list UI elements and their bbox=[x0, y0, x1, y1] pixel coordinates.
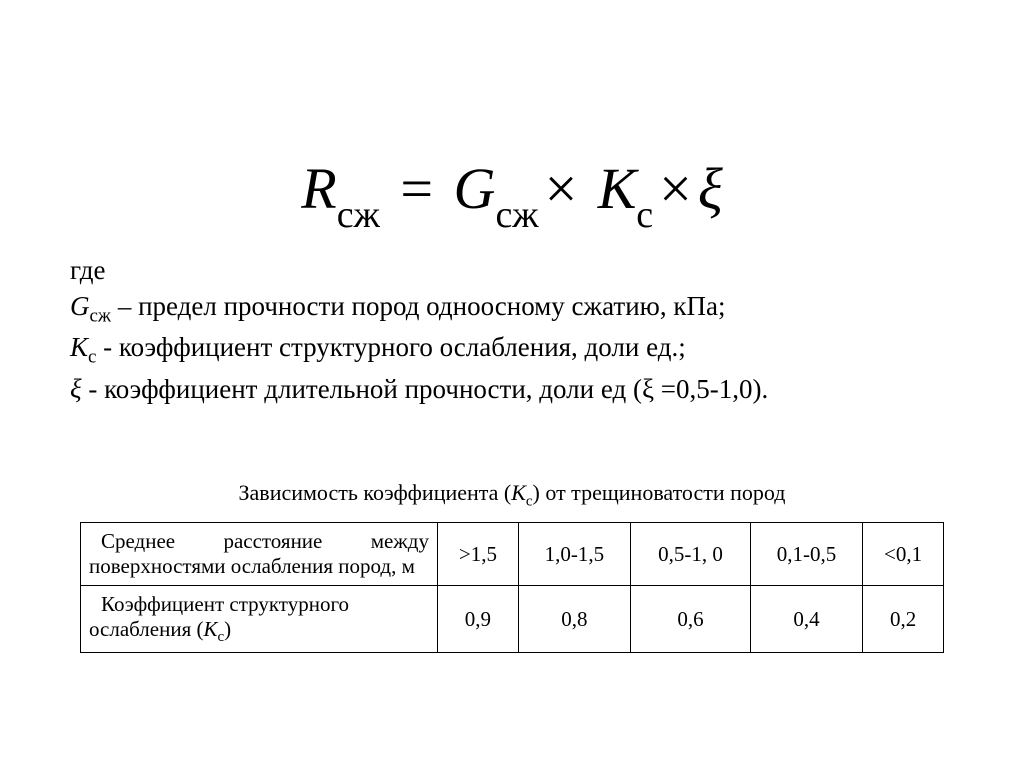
where-line-3: ξ - коэффициент длительной прочности, до… bbox=[70, 371, 954, 407]
table-row: Коэффициент структурного ослабления (Кс)… bbox=[81, 586, 944, 653]
row1-c1: >1,5 bbox=[438, 523, 519, 586]
row1-c3: 0,5-1, 0 bbox=[631, 523, 751, 586]
formula-R-sub: сж bbox=[337, 194, 380, 236]
where2-sym: К bbox=[70, 332, 88, 362]
page: Rсж = Gсж× Кс×ξ где Gсж – предел прочнос… bbox=[0, 0, 1024, 767]
where-heading: где bbox=[70, 252, 954, 288]
caption-K: К bbox=[511, 480, 526, 505]
where-block: где Gсж – предел прочности пород одноосн… bbox=[70, 252, 954, 407]
row2-l2-post: ) bbox=[224, 617, 231, 641]
row1-label-line2: поверхностями ослабления пород, м bbox=[89, 554, 429, 579]
where1-text: предел прочности пород одноосному сжатию… bbox=[138, 291, 725, 321]
row2-l2-pre: ослабления ( bbox=[89, 617, 204, 641]
where1-dash: – bbox=[111, 291, 138, 321]
row2-K: К bbox=[204, 617, 218, 641]
formula-equals: = bbox=[394, 156, 439, 221]
where2-text: коэффициент структурного ослабления, дол… bbox=[119, 332, 686, 362]
where-line-1: Gсж – предел прочности пород одноосному … bbox=[70, 288, 954, 329]
caption-K-sub: с bbox=[526, 493, 533, 509]
formula-K: К bbox=[598, 156, 637, 221]
table-row: Среднее расстояние между поверхностями о… bbox=[81, 523, 944, 586]
table-caption: Зависимость коэффициента (Кс) от трещино… bbox=[0, 480, 1024, 510]
where1-sym: G bbox=[70, 291, 90, 321]
formula-mul2: × bbox=[653, 156, 698, 221]
formula-K-sub: с bbox=[636, 194, 653, 236]
where3-sym: ξ bbox=[70, 374, 82, 404]
row2-c5: 0,2 bbox=[863, 586, 944, 653]
where2-sep: - bbox=[96, 332, 119, 362]
formula-xi: ξ bbox=[698, 156, 723, 221]
where1-sub: сж bbox=[90, 306, 112, 327]
caption-suffix: ) от трещиноватости пород bbox=[533, 480, 786, 505]
where3-sep: - bbox=[82, 374, 105, 404]
row1-label: Среднее расстояние между поверхностями о… bbox=[81, 523, 438, 586]
row2-label-line2: ослабления (Кс) bbox=[89, 617, 429, 646]
row1-c5: <0,1 bbox=[863, 523, 944, 586]
where3-text: коэффициент длительной прочности, доли е… bbox=[104, 374, 768, 404]
formula-G: G bbox=[454, 156, 496, 221]
formula-R: R bbox=[301, 156, 336, 221]
row1-c4: 0,1-0,5 bbox=[750, 523, 862, 586]
formula-mul1: × bbox=[539, 156, 584, 221]
formula-G-sub: сж bbox=[495, 194, 538, 236]
main-formula: Rсж = Gсж× Кс×ξ bbox=[0, 155, 1024, 231]
row2-label: Коэффициент структурного ослабления (Кс) bbox=[81, 586, 438, 653]
row2-c2: 0,8 bbox=[518, 586, 630, 653]
row1-label-line1: Среднее расстояние между bbox=[89, 529, 429, 554]
row2-label-line1: Коэффициент структурного bbox=[89, 592, 429, 617]
coefficient-table: Среднее расстояние между поверхностями о… bbox=[80, 522, 944, 653]
row1-c2: 1,0-1,5 bbox=[518, 523, 630, 586]
row2-c1: 0,9 bbox=[438, 586, 519, 653]
row2-c4: 0,4 bbox=[750, 586, 862, 653]
where-line-2: Кс - коэффициент структурного ослабления… bbox=[70, 329, 954, 370]
row2-c3: 0,6 bbox=[631, 586, 751, 653]
caption-prefix: Зависимость коэффициента ( bbox=[239, 480, 512, 505]
